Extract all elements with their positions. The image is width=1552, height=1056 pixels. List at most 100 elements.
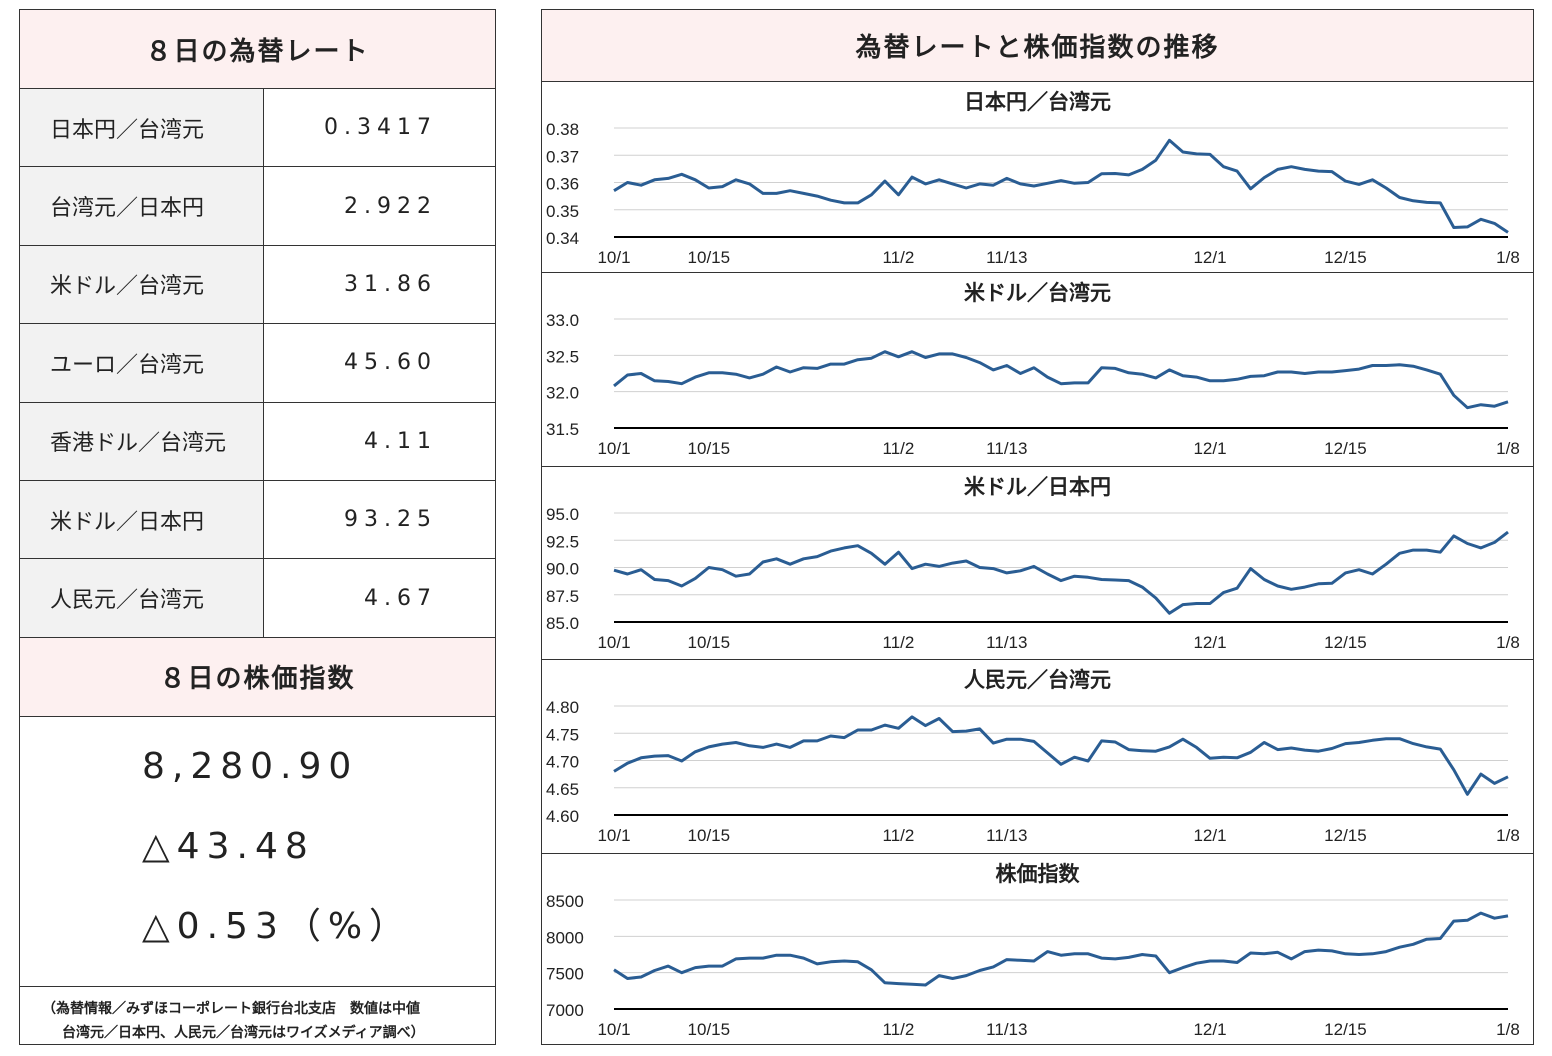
stock-change-pct: △0.53（%） xyxy=(142,905,413,947)
chart-title: 米ドル／台湾元 xyxy=(964,281,1111,305)
x-tick-label: 12/1 xyxy=(1193,1020,1226,1039)
x-tick-label: 1/8 xyxy=(1496,248,1520,267)
chart-title: 米ドル／日本円 xyxy=(964,475,1111,499)
y-tick-label: 87.5 xyxy=(546,587,579,606)
rate-row: 人民元／台湾元 4.67 xyxy=(20,559,495,638)
x-tick-label: 1/8 xyxy=(1496,1020,1520,1039)
rate-row: 日本円／台湾元 0.3417 xyxy=(20,89,495,168)
x-tick-label: 12/1 xyxy=(1193,633,1226,652)
x-tick-label: 10/1 xyxy=(597,1020,630,1039)
x-tick-label: 12/15 xyxy=(1324,439,1367,458)
y-tick-label: 8000 xyxy=(546,928,584,947)
x-tick-label: 10/15 xyxy=(688,439,731,458)
chart-panel: 株価指数 8500 8000 7500 7000 10/1 10/15 11/2 11/13 12… xyxy=(542,854,1533,1044)
x-tick-label: 12/15 xyxy=(1324,633,1367,652)
stock-box: 8,280.90 △43.48 △0.53（%） xyxy=(20,727,495,987)
y-tick-label: 0.38 xyxy=(546,120,579,139)
series-line xyxy=(613,911,1509,987)
rate-value: 4.67 xyxy=(364,585,437,611)
y-tick-label: 4.75 xyxy=(546,725,579,744)
series-line xyxy=(613,715,1509,796)
x-tick-label: 11/13 xyxy=(986,633,1027,652)
x-tick-label: 1/8 xyxy=(1496,826,1520,845)
series-line xyxy=(613,530,1509,615)
x-tick-label: 11/2 xyxy=(883,1020,915,1039)
rate-row: 米ドル／台湾元 31.86 xyxy=(20,245,495,325)
chart-title: 株価指数 xyxy=(995,862,1080,886)
rates-table: ８日の為替レート 日本円／台湾元 0.3417 台湾元／日本円 2.922 米ドル／台湾… xyxy=(19,9,496,1045)
y-tick-label: 8500 xyxy=(546,892,584,911)
rate-value: 31.86 xyxy=(344,271,437,297)
stock-title: ８日の株価指数 xyxy=(20,637,495,717)
rate-rows: 日本円／台湾元 0.3417 台湾元／日本円 2.922 米ドル／台湾元 31.86 ユーロ… xyxy=(20,89,495,638)
x-tick-label: 10/1 xyxy=(597,826,630,845)
y-tick-label: 7500 xyxy=(546,965,584,984)
chart-title: 日本円／台湾元 xyxy=(964,90,1111,114)
line-chart: 95.0 92.5 90.0 87.5 85.0 10/1 10/15 11/2 11/13 12… xyxy=(546,505,1520,652)
rate-value: 0.3417 xyxy=(324,115,437,141)
source-note: （為替情報／みずほコーポレート銀行台北支店 数値は中値 台湾元／日本円、人民元／… xyxy=(20,987,495,1045)
x-tick-label: 11/2 xyxy=(883,248,915,267)
rate-label: 米ドル／台湾元 xyxy=(20,245,264,324)
y-tick-label: 90.0 xyxy=(546,560,579,579)
rate-row: ユーロ／台湾元 45.60 xyxy=(20,324,495,403)
line-chart: 8500 8000 7500 7000 10/1 10/15 11/2 11/13 12/1 12… xyxy=(546,892,1520,1039)
chart-panel: 日本円／台湾元 0.38 0.37 0.36 0.35 0.34 10/1 10/15 11/2… xyxy=(542,82,1533,273)
x-tick-label: 1/8 xyxy=(1496,633,1520,652)
y-tick-label: 95.0 xyxy=(546,505,579,524)
y-tick-label: 0.36 xyxy=(546,175,579,194)
x-tick-label: 10/15 xyxy=(688,633,731,652)
charts-title: 為替レートと株価指数の推移 xyxy=(542,10,1533,82)
x-tick-label: 11/13 xyxy=(986,826,1027,845)
chart-title: 人民元／台湾元 xyxy=(964,668,1111,692)
line-chart: 0.38 0.37 0.36 0.35 0.34 10/1 10/15 11/2 11/13 12… xyxy=(546,120,1520,267)
y-tick-label: 32.0 xyxy=(546,384,579,403)
x-tick-label: 1/8 xyxy=(1496,439,1520,458)
series-line xyxy=(613,138,1509,234)
y-tick-label: 31.5 xyxy=(546,420,579,439)
rate-value: 93.25 xyxy=(344,507,437,533)
x-tick-label: 12/1 xyxy=(1193,826,1226,845)
series-line xyxy=(613,350,1509,410)
y-tick-label: 33.0 xyxy=(546,311,579,330)
y-tick-label: 92.5 xyxy=(546,532,579,551)
rate-row: 米ドル／日本円 93.25 xyxy=(20,480,495,560)
stock-change: △43.48 xyxy=(142,825,315,867)
x-tick-label: 12/15 xyxy=(1324,248,1367,267)
rate-row: 台湾元／日本円 2.922 xyxy=(20,167,495,246)
rate-value: 45.60 xyxy=(344,350,437,376)
x-tick-label: 11/13 xyxy=(986,248,1027,267)
x-tick-label: 10/1 xyxy=(597,439,630,458)
chart-panel: 米ドル／日本円 95.0 92.5 90.0 87.5 85.0 10/1 10/15 11/2… xyxy=(542,467,1533,660)
rate-value: 4.11 xyxy=(364,428,437,454)
x-tick-label: 11/2 xyxy=(883,826,915,845)
y-tick-label: 4.60 xyxy=(546,807,579,826)
chart-panel: 人民元／台湾元 4.80 4.75 4.70 4.65 4.60 10/1 10/15 11/2… xyxy=(542,660,1533,854)
x-tick-label: 12/1 xyxy=(1193,248,1226,267)
rate-label: 日本円／台湾元 xyxy=(20,89,264,167)
x-tick-label: 11/13 xyxy=(986,1020,1027,1039)
x-tick-label: 12/1 xyxy=(1193,439,1226,458)
y-tick-label: 32.5 xyxy=(546,347,579,366)
rates-title: ８日の為替レート xyxy=(20,10,495,89)
x-tick-label: 11/2 xyxy=(883,633,915,652)
rate-label: 米ドル／日本円 xyxy=(20,480,264,559)
y-tick-label: 4.70 xyxy=(546,753,579,772)
x-tick-label: 12/15 xyxy=(1324,1020,1367,1039)
trend-charts: 為替レートと株価指数の推移 日本円／台湾元 0.38 0.37 0.36 0.35 0.3… xyxy=(541,9,1534,1045)
x-tick-label: 11/2 xyxy=(883,439,915,458)
x-tick-label: 10/15 xyxy=(688,248,731,267)
x-tick-label: 11/13 xyxy=(986,439,1027,458)
y-tick-label: 7000 xyxy=(546,1001,584,1020)
chart-panel: 米ドル／台湾元 33.0 32.5 32.0 31.5 10/1 10/15 11/2 11/1… xyxy=(542,273,1533,467)
x-tick-label: 10/1 xyxy=(597,248,630,267)
x-tick-label: 10/15 xyxy=(688,826,731,845)
rate-label: 人民元／台湾元 xyxy=(20,559,264,637)
rate-label: ユーロ／台湾元 xyxy=(20,324,264,402)
line-chart: 4.80 4.75 4.70 4.65 4.60 10/1 10/15 11/2 11/13 12… xyxy=(546,698,1520,845)
x-tick-label: 10/15 xyxy=(688,1020,731,1039)
y-tick-label: 0.34 xyxy=(546,229,579,248)
rate-label: 台湾元／日本円 xyxy=(20,167,264,245)
rate-value: 2.922 xyxy=(344,193,437,219)
stock-value: 8,280.90 xyxy=(142,745,359,787)
